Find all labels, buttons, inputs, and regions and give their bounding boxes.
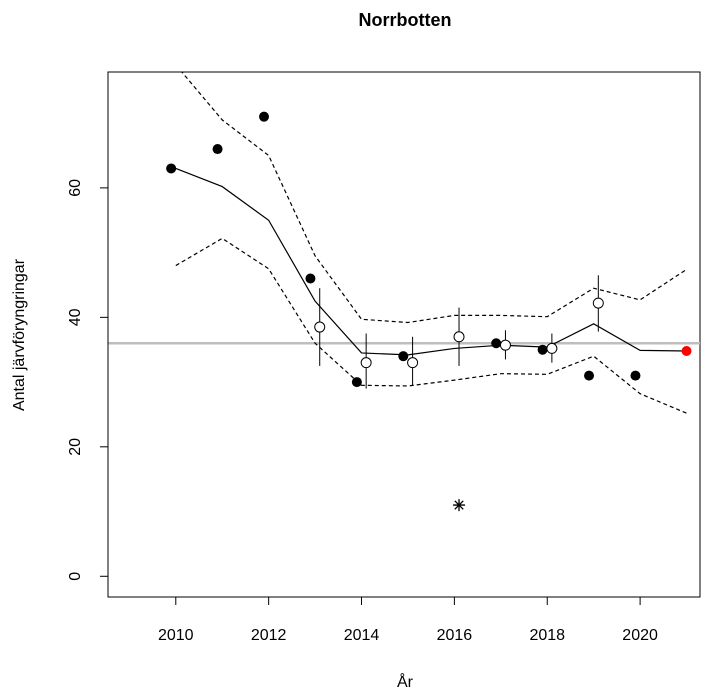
observed-point: [305, 273, 316, 284]
estimate-point: [592, 297, 604, 309]
estimate-point: [546, 342, 558, 354]
estimate-point: [314, 321, 326, 333]
observed-point: [351, 377, 362, 388]
y-tick-label: 60: [67, 179, 84, 197]
y-tick-label: 20: [67, 438, 84, 456]
chart-title: Norrbotten: [359, 10, 452, 30]
observed-point: [166, 163, 177, 174]
plot-area: [108, 72, 700, 512]
x-tick-label: 2010: [158, 627, 194, 644]
observed-point: [212, 144, 223, 155]
interval-line: [181, 72, 687, 324]
x-tick-label: 2018: [529, 627, 565, 644]
x-axis-label: År: [397, 672, 414, 691]
y-tick-label: 40: [67, 308, 84, 326]
estimate-point: [407, 357, 419, 369]
x-tick-label: 2020: [622, 627, 658, 644]
y-tick-label: 0: [67, 572, 84, 581]
observed-point: [630, 370, 641, 381]
interval-line: [175, 237, 687, 414]
x-tick-label: 2012: [251, 627, 287, 644]
estimate-point: [453, 331, 465, 343]
observed-point: [491, 338, 502, 349]
y-axis-label: Antal järvföryngringar: [11, 258, 28, 411]
fitted-line: [175, 167, 687, 356]
observed-point: [584, 370, 595, 381]
estimate-point: [360, 357, 372, 369]
observed-point: [259, 111, 270, 122]
x-tick-label: 2016: [437, 627, 473, 644]
observed-point: [398, 351, 409, 362]
estimate-point: [499, 339, 511, 351]
observed-point: [681, 346, 692, 357]
x-tick-label: 2014: [344, 627, 380, 644]
observed-point: [537, 344, 548, 355]
star-point: [453, 499, 466, 512]
